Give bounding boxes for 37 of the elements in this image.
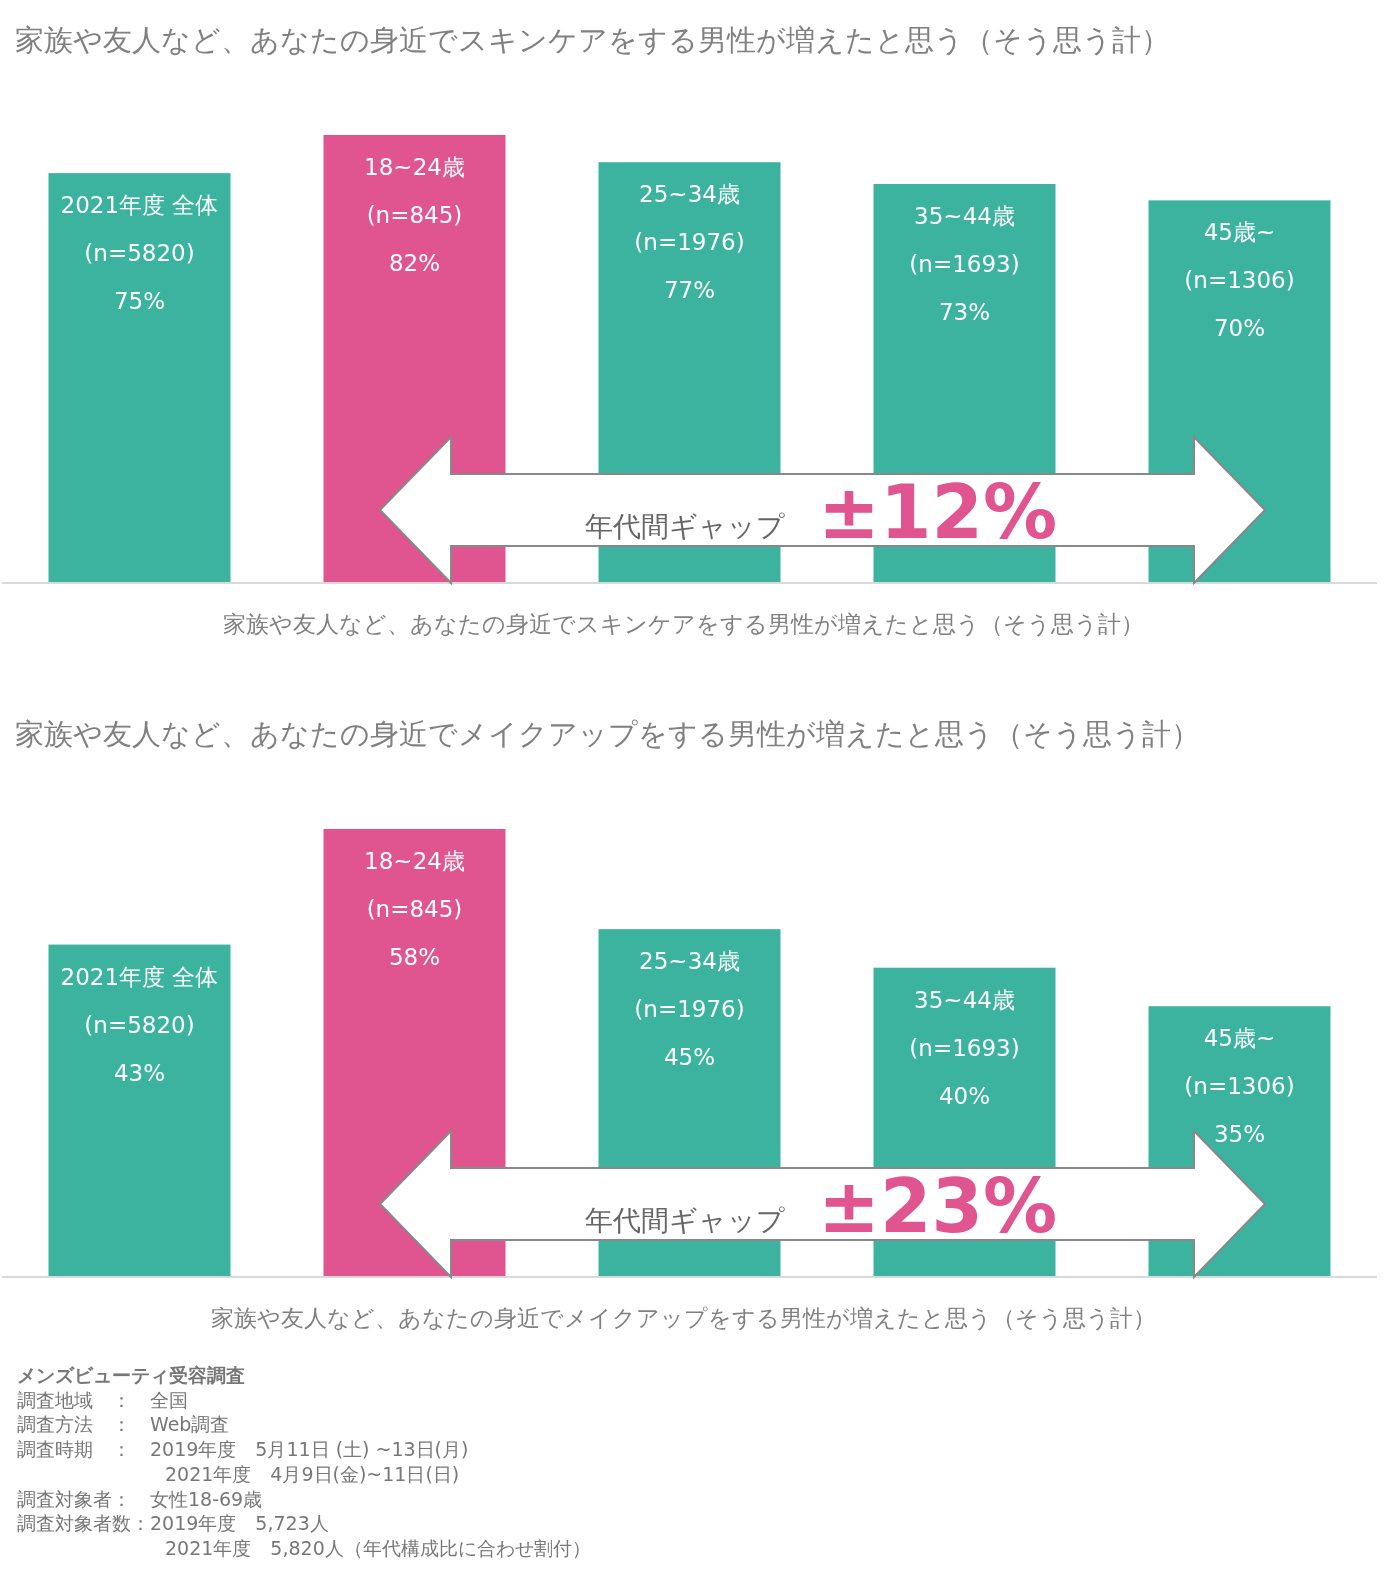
bar [48,944,231,1276]
chart-title: 家族や友人など、あなたの身近でスキンケアをする男性が増えたと思う（そう思う計） [15,23,1170,57]
chart-title: 家族や友人など、あなたの身近でメイクアップをする男性が増えたと思う（そう思う計） [15,717,1200,751]
data-label: 43% [113,1059,166,1086]
data-label: 73% [938,299,991,326]
x-tick-label: 45歳~ (n=1306) [1184,1025,1295,1100]
x-tick-label: 2021年度 全体 (n=5820) [60,963,219,1038]
x-tick-label: 2021年度 全体 (n=5820) [60,192,219,267]
text: 調査地域 ： 全国 [17,1388,188,1411]
x-tick-label: 45歳~ (n=1306) [1184,219,1295,294]
text: メンズビューティ受容調査 [17,1364,245,1386]
x-tick-label: 18~24歳 (n=845) [364,847,465,922]
x-axis-title: 家族や友人など、あなたの身近でメイクアップをする男性が増えたと思う（そう思う計） [210,1305,1156,1331]
x-tick-label: 35~44歳 (n=1693) [909,986,1020,1061]
text: 調査時期 ： 2019年度 5月11日 (土) ~13日(月) [17,1438,469,1461]
text: 調査方法 ： Web調査 [17,1413,230,1436]
text: 調査対象者数：2019年度 5,723人 [17,1512,329,1535]
x-axis-title: 家族や友人など、あなたの身近でスキンケアをする男性が増えたと思う（そう思う計） [222,611,1144,637]
text: 調査対象者： 女性18-69歳 [17,1487,263,1510]
annotation: ±23% [818,1163,1058,1249]
x-tick-label: 18~24歳 (n=845) [364,153,465,228]
x-tick-label: 35~44歳 (n=1693) [909,203,1020,278]
data-label: 75% [113,288,166,315]
data-label: 35% [1213,1121,1266,1148]
data-label: 70% [1213,315,1266,342]
x-tick-label: 25~34歳 (n=1976) [634,948,745,1023]
annotation: 年代間ギャップ [585,510,785,543]
annotation: 年代間ギャップ [585,1204,785,1237]
data-label: 58% [388,943,441,970]
x-tick-label: 25~34歳 (n=1976) [634,181,745,256]
data-label: 40% [938,1082,991,1109]
data-label: 82% [388,249,441,276]
data-label: 45% [663,1044,716,1071]
text: 2021年度 5,820人（年代構成比に合わせ割付） [165,1536,591,1559]
data-label: 77% [663,277,716,304]
annotation: ±12% [818,469,1058,555]
text: 2021年度 4月9日(金)~11日(日) [165,1462,460,1485]
